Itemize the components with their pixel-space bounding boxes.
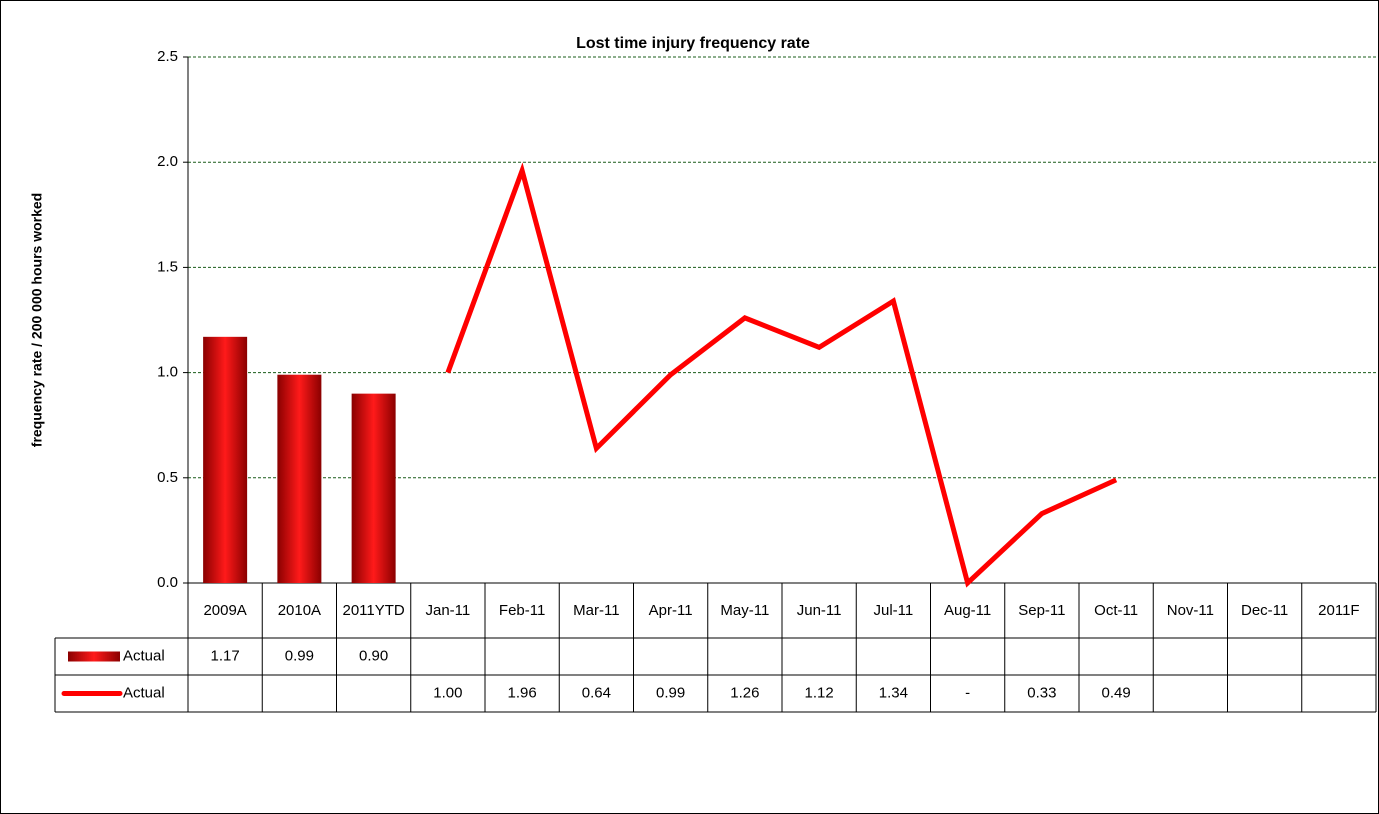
legend-key — [68, 651, 120, 662]
y-tick-label: 2.0 — [157, 153, 178, 170]
table-value: 0.90 — [359, 647, 388, 664]
x-tick-label-box: Jul-11 — [873, 601, 914, 619]
table-value: 1.00 — [433, 684, 462, 701]
table-value: 0.49 — [1102, 684, 1131, 701]
line — [445, 162, 1118, 588]
x-tick-label-box: Jun-11 — [796, 601, 842, 619]
y-tick-label: 0.5 — [157, 469, 178, 486]
x-tick-label-box: Mar-11 — [573, 601, 620, 619]
table-value: 1.12 — [805, 684, 834, 701]
x-tick-label: 2010A — [277, 601, 322, 619]
x-tick-label: 2011F — [1318, 601, 1360, 619]
table-value: 0.99 — [285, 647, 314, 664]
x-tick-label: Jan-11 — [425, 601, 471, 619]
x-tick-label: Apr-11 — [648, 601, 693, 619]
x-tick-label-box: May-11 — [720, 601, 770, 619]
x-tick-label: Jun-11 — [796, 601, 842, 619]
bar — [203, 336, 248, 583]
x-tick-label-box: 2010A — [277, 601, 322, 619]
x-tick-label-box: Nov-11 — [1166, 601, 1214, 619]
table-value: 0.64 — [582, 684, 611, 701]
x-tick-label: Feb-11 — [498, 601, 546, 619]
table-value: - — [965, 684, 970, 701]
x-tick-label: Oct-11 — [1094, 601, 1139, 619]
x-tick-label: Sep-11 — [1018, 601, 1066, 619]
x-tick-label-box: Feb-11 — [498, 601, 546, 619]
y-tick-label: 0.0 — [157, 574, 178, 591]
x-tick-label: May-11 — [720, 601, 770, 619]
table-value: 1.96 — [508, 684, 537, 701]
table-value: 1.17 — [211, 647, 240, 664]
table-value: 1.26 — [730, 684, 759, 701]
y-tick-label: 2.5 — [157, 48, 178, 65]
x-tick-label: 2011YTD — [342, 601, 405, 619]
y-tick-label: 1.0 — [157, 364, 178, 381]
table-value: 1.34 — [879, 684, 908, 701]
table-value: 0.33 — [1027, 684, 1056, 701]
y-axis-label: frequency rate / 200 000 hours worked — [29, 193, 45, 447]
x-tick-label-box: Jan-11 — [425, 601, 471, 619]
x-tick-label-box: Apr-11 — [648, 601, 693, 619]
chart-title: Lost time injury frequency rate — [576, 35, 810, 52]
x-tick-label-box: Sep-11 — [1018, 601, 1066, 619]
y-tick-label: 1.5 — [157, 258, 178, 275]
table-value: 0.99 — [656, 684, 685, 701]
x-tick-label: 2009A — [203, 601, 247, 619]
x-tick-label-box: Dec-11 — [1241, 601, 1289, 619]
x-tick-label: Aug-11 — [943, 601, 992, 619]
x-tick-label-box: 2011YTD — [342, 601, 405, 619]
x-tick-label: Mar-11 — [573, 601, 620, 619]
x-tick-label: Nov-11 — [1166, 601, 1214, 619]
bar — [277, 374, 322, 583]
x-tick-label-box: 2011F — [1318, 601, 1360, 619]
legend-label: Actual — [123, 647, 165, 664]
x-tick-label-box: 2009A — [203, 601, 247, 619]
bar — [351, 393, 396, 583]
x-tick-label-box: Oct-11 — [1094, 601, 1139, 619]
legend-label: Actual — [123, 684, 165, 701]
x-tick-label: Jul-11 — [873, 601, 914, 619]
x-tick-label: Dec-11 — [1241, 601, 1289, 619]
x-tick-label-box: Aug-11 — [943, 601, 992, 619]
